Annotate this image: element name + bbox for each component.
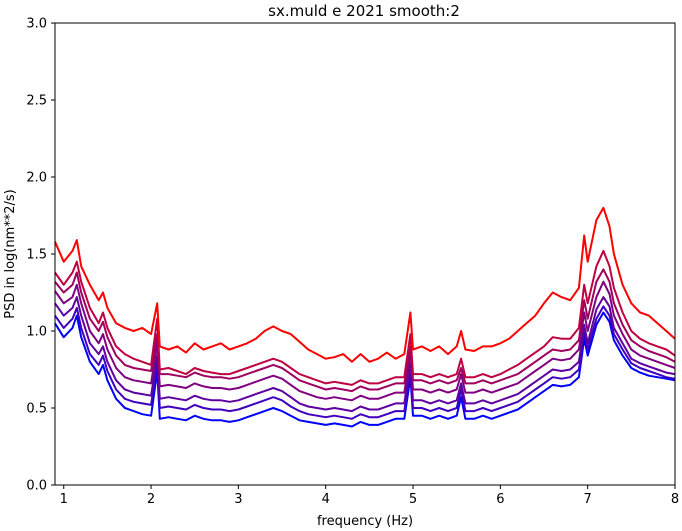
x-axis-label: frequency (Hz) [317,514,413,529]
y-tick-label: 1.0 [26,325,47,340]
series-line-5 [54,296,676,413]
x-tick-label: 4 [322,492,330,507]
y-tick-label: 2.5 [26,94,47,109]
x-tick-label: 6 [496,492,504,507]
plot-frame [54,22,676,486]
series-line-7 [54,311,676,428]
series-line-1 [54,206,676,363]
x-tick-label: 5 [409,492,417,507]
y-tick-label: 2.0 [26,171,47,186]
y-axis-label: PSD in log(nm**2/s) [3,189,18,319]
x-tick-label: 7 [584,492,592,507]
chart-title: sx.muld e 2021 smooth:2 [268,2,460,20]
y-tick-label: 0.5 [26,402,47,417]
y-tick-label: 1.5 [26,248,47,263]
x-axis-ticks: 1 2 3 4 5 6 7 8 [60,485,679,507]
x-tick-label: 2 [147,492,155,507]
y-tick-label: 3.0 [26,17,47,32]
x-tick-label: 3 [234,492,242,507]
series-line-6 [54,305,676,420]
x-tick-label: 1 [60,492,68,507]
series-line-3 [54,268,676,393]
series-line-2 [54,249,676,386]
x-tick-label: 8 [671,492,679,507]
y-axis-ticks: 0.0 0.5 1.0 1.5 2.0 2.5 3.0 [26,17,55,494]
series-line-4 [54,280,676,402]
y-tick-label: 0.0 [26,479,47,494]
series-layer [54,206,676,428]
